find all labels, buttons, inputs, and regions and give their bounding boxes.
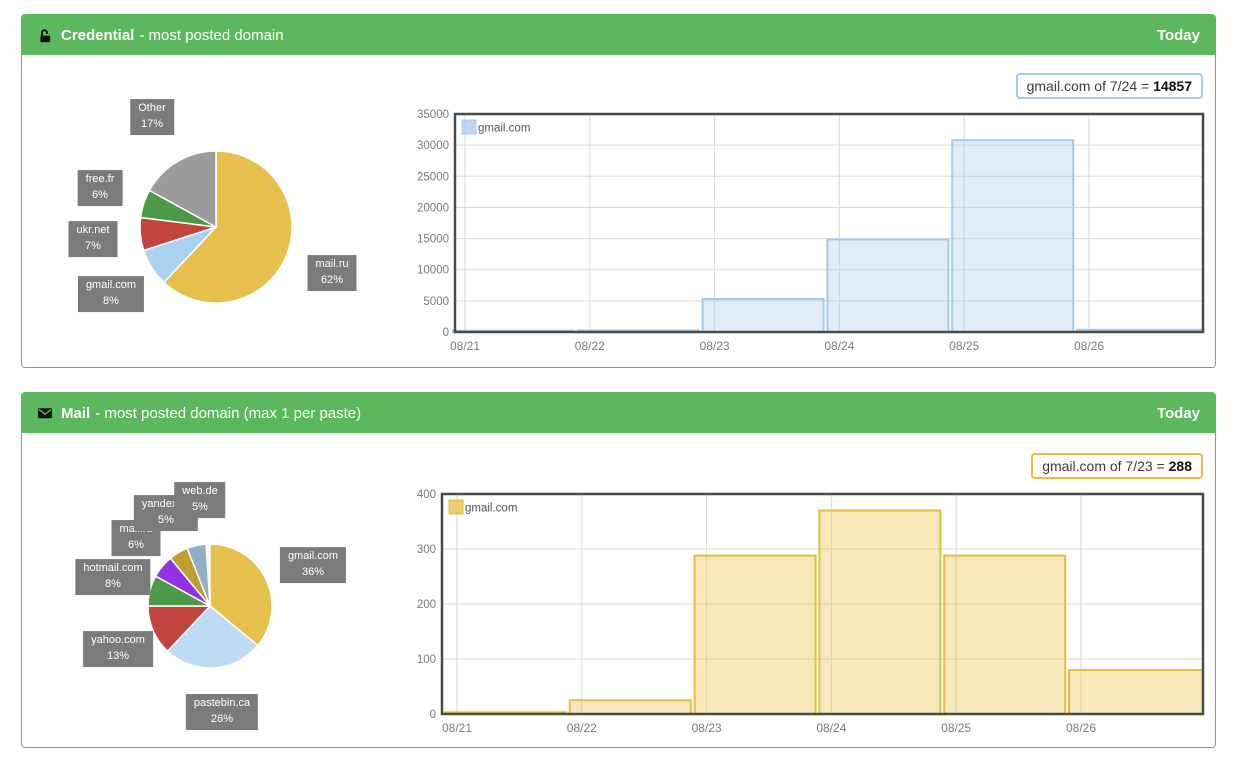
panel-subtitle: - most posted domain: [139, 26, 284, 44]
y-axis-tick-label: 30000: [417, 140, 449, 152]
y-axis-tick-label: 25000: [417, 171, 449, 183]
pie-label-free.fr: free.fr 6%: [77, 170, 123, 206]
pie-slice-mail.ru[interactable]: [163, 150, 293, 304]
credential-panel: Credential - most posted domain Today gm…: [21, 14, 1216, 368]
bar-08/24[interactable]: [826, 238, 950, 333]
tooltip-value: 288: [1168, 458, 1192, 474]
plot-border: [453, 112, 1205, 334]
pie-slice-gmail.com[interactable]: [209, 543, 273, 647]
mail-panel-body: gmail.com of 7/23 = 288 0 100 200 300 400 08/…: [22, 433, 1215, 747]
x-axis-tick-label: 08/24: [816, 721, 846, 735]
legend-swatch: [461, 119, 477, 135]
bar-08/23[interactable]: [701, 297, 825, 333]
pie-label-mail.ru: mail.ru 62%: [307, 255, 357, 291]
today-label: Today: [1156, 404, 1200, 422]
panel-subtitle: - most posted domain (max 1 per paste): [95, 404, 362, 422]
pie-label-gmail.com: gmail.com 36%: [279, 547, 347, 583]
bar-08/22[interactable]: [568, 699, 692, 715]
x-axis-tick-label: 08/24: [824, 339, 854, 353]
pie-label-web.de: web.de 5%: [174, 482, 226, 518]
envelope-icon: [37, 405, 53, 421]
y-axis-tick-label: 300: [417, 544, 436, 556]
pie-slice-pastebin.ca[interactable]: [166, 605, 259, 669]
credential-panel-header: Credential - most posted domain Today: [22, 15, 1215, 55]
hover-value-readout: gmail.com of 7/23 = 288: [1031, 453, 1203, 479]
pie-label-ukr.net: ukr.net 7%: [68, 221, 118, 257]
x-axis-tick-label: 08/21: [442, 721, 472, 735]
mail-charts-canvas[interactable]: 0 100 200 300 400 08/21 08/22 08/23 08/24 08/25 08…: [22, 433, 1213, 747]
plot-border: [440, 492, 1205, 716]
credential-panel-body: gmail.com of 7/24 = 14857 0 5000 10000 1500…: [22, 55, 1215, 367]
bar-08/25[interactable]: [951, 139, 1075, 333]
y-axis-tick-label: 5000: [423, 296, 449, 308]
tooltip-value: 14857: [1153, 78, 1192, 94]
pie-label-Other: Other 17%: [130, 99, 174, 135]
tooltip-text: gmail.com of 7/24 =: [1026, 78, 1154, 94]
y-axis-tick-label: 15000: [417, 234, 449, 246]
hover-value-readout: gmail.com of 7/24 = 14857: [1015, 73, 1203, 99]
bar-08/23[interactable]: [693, 554, 817, 715]
legend-label: gmail.com: [465, 503, 517, 515]
x-axis-tick-label: 08/23: [692, 721, 722, 735]
pie-label-hotmail.com: hotmail.com 8%: [75, 559, 151, 595]
mail-panel: Mail - most posted domain (max 1 per pas…: [21, 392, 1216, 748]
pie-label-pastebin.ca: pastebin.ca 26%: [185, 694, 259, 730]
bar-08/25[interactable]: [943, 554, 1067, 715]
y-axis-tick-label: 35000: [417, 109, 449, 121]
mail-panel-header: Mail - most posted domain (max 1 per pas…: [22, 393, 1215, 433]
x-axis-tick-label: 08/23: [700, 339, 730, 353]
pie-slice-Other[interactable]: [148, 150, 217, 228]
x-axis-tick-label: 08/26: [1066, 721, 1096, 735]
unlock-icon: [37, 27, 53, 43]
y-axis-tick-label: 400: [417, 489, 436, 501]
panel-title: Mail: [61, 404, 91, 422]
x-axis-tick-label: 08/22: [575, 339, 605, 353]
x-axis-tick-label: 08/21: [450, 339, 480, 353]
x-axis-tick-label: 08/22: [567, 721, 597, 735]
pie-slice-web.de[interactable]: [186, 543, 211, 607]
x-axis-tick-label: 08/25: [941, 721, 971, 735]
x-axis-tick-label: 08/26: [1074, 339, 1104, 353]
y-axis-tick-label: 100: [417, 654, 436, 666]
y-axis-tick-label: 0: [443, 327, 449, 339]
y-axis-tick-label: 0: [430, 709, 436, 721]
tooltip-text: gmail.com of 7/23 =: [1042, 458, 1169, 474]
credential-charts-canvas[interactable]: 0 5000 10000 15000 20000 25000 30000 35000 08/21…: [22, 55, 1213, 367]
panel-title: Credential: [61, 26, 135, 44]
x-axis-tick-label: 08/25: [949, 339, 979, 353]
bar-08/26[interactable]: [1068, 669, 1204, 715]
bar-08/24[interactable]: [818, 509, 942, 715]
y-axis-tick-label: 10000: [417, 265, 449, 277]
legend-label: gmail.com: [478, 123, 530, 135]
legend-swatch: [448, 499, 464, 515]
y-axis-tick-label: 20000: [417, 202, 449, 214]
pie-label-yahoo.com: yahoo.com 13%: [83, 631, 153, 667]
today-label: Today: [1156, 26, 1200, 44]
pie-label-gmail.com: gmail.com 8%: [77, 276, 145, 312]
y-axis-tick-label: 200: [417, 599, 436, 611]
